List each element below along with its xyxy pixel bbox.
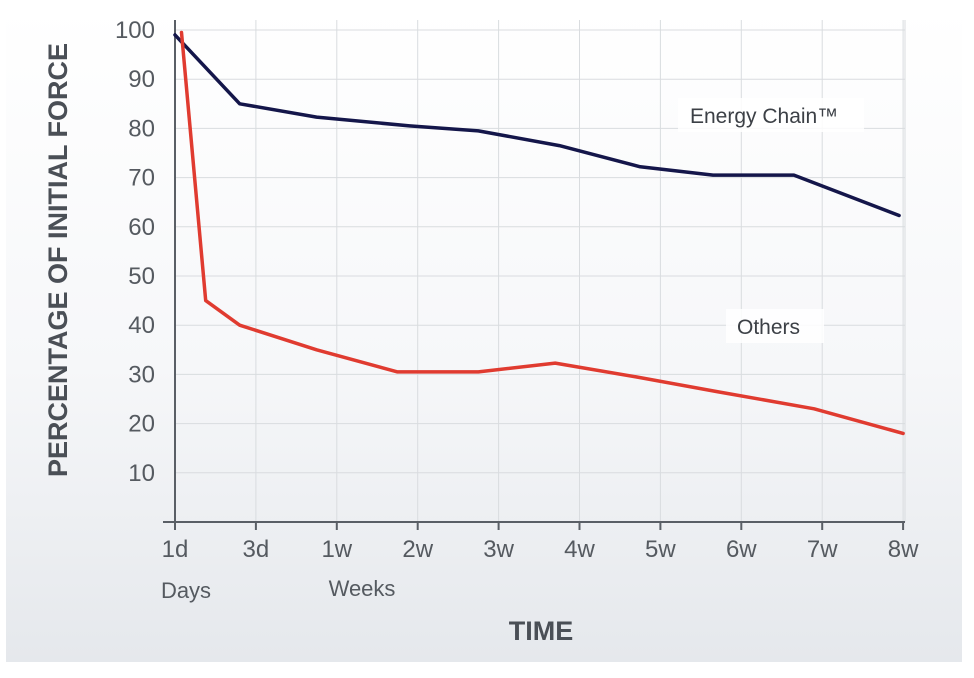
y-tick-label: 40 [128, 312, 155, 339]
x-tick-labels: 1d 3d 1w 2w 3w 4w 5w 6w 7w 8w [162, 536, 919, 563]
series-lines [173, 30, 905, 436]
x-tick-label: 3w [483, 536, 514, 563]
axes [163, 20, 905, 530]
x-group-label-days: Days [161, 578, 211, 603]
x-tick-label: 8w [888, 536, 919, 563]
y-tick-label: 100 [115, 17, 155, 44]
series-line-energy-chain [173, 33, 901, 218]
x-tick-label: 4w [564, 536, 595, 563]
grid [175, 20, 906, 522]
x-tick-label: 3d [243, 536, 270, 563]
y-tick-label: 70 [128, 165, 155, 192]
y-tick-label: 50 [128, 263, 155, 290]
x-tick-label: 6w [726, 536, 757, 563]
x-tick-label: 1w [321, 536, 352, 563]
series-line-others [179, 30, 905, 436]
y-axis-title: PERCENTAGE OF INITIAL FORCE [43, 43, 73, 477]
x-group-label-weeks: Weeks [329, 576, 396, 601]
x-tick-label: 1d [162, 536, 189, 563]
x-tick-label: 5w [645, 536, 676, 563]
y-tick-label: 60 [128, 214, 155, 241]
others-label-bg [726, 309, 824, 343]
y-tick-labels: 10 20 30 40 50 60 70 80 90 100 [115, 17, 155, 487]
y-tick-label: 10 [128, 460, 155, 487]
y-tick-label: 30 [128, 361, 155, 388]
y-tick-label: 80 [128, 115, 155, 142]
series-label-energy-chain: Energy Chain™ [690, 105, 838, 128]
y-tick-label: 90 [128, 66, 155, 93]
x-tick-label: 2w [402, 536, 433, 563]
x-axis-title: TIME [509, 616, 574, 646]
x-tick-label: 7w [807, 536, 838, 563]
energy-chain-label-bg [678, 98, 864, 132]
series-label-others: Others [737, 316, 800, 339]
y-tick-label: 20 [128, 411, 155, 438]
